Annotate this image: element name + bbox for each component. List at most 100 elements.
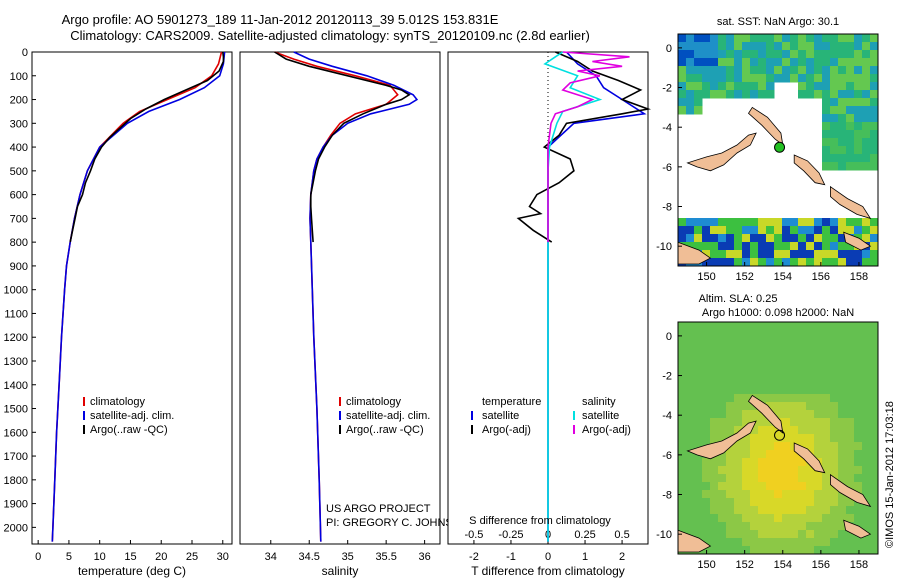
- temperature-difference-tick-label: 1: [582, 551, 588, 563]
- sst-cell: [830, 242, 839, 251]
- sla-cell: [694, 514, 703, 523]
- sla-cell: [846, 482, 855, 491]
- sla-cell: [718, 346, 727, 355]
- sst-cell: [710, 74, 719, 83]
- sla-cell: [726, 402, 735, 411]
- sst-cell: [726, 218, 735, 227]
- sst-cell: [726, 34, 735, 43]
- series-line-argo-raw-qc: [274, 51, 411, 243]
- sst-cell: [798, 234, 807, 243]
- difference-legend-temperature: temperature satellite Argo(-adj): [471, 396, 541, 436]
- sst-cell: [750, 218, 759, 227]
- sla-cell: [686, 530, 695, 539]
- sla-cell: [782, 466, 791, 475]
- sla-cell: [782, 322, 791, 331]
- sla-cell: [830, 346, 839, 355]
- sla-cell: [854, 354, 863, 363]
- sla-lat-label: 0: [666, 331, 672, 343]
- sla-cell: [694, 370, 703, 379]
- sla-cell: [686, 498, 695, 507]
- sla-cell: [774, 354, 783, 363]
- sla-cell: [846, 466, 855, 475]
- sst-cell: [694, 226, 703, 235]
- sla-cell: [734, 402, 743, 411]
- sla-cell: [814, 322, 823, 331]
- sst-cell: [742, 42, 751, 51]
- sla-cell: [790, 330, 799, 339]
- sst-cell: [814, 50, 823, 59]
- difference-panel: -2 -1 0 1 2 -0.5 -0.25 0 0.25 0.5 S difference f…: [447, 51, 652, 578]
- sla-cell: [806, 354, 815, 363]
- sla-cell: [822, 386, 831, 395]
- sla-cell: [734, 458, 743, 467]
- sst-cell: [782, 50, 791, 59]
- sla-cell: [838, 434, 847, 443]
- sst-cell: [854, 42, 863, 51]
- sla-cell: [774, 322, 783, 331]
- sla-cell: [854, 378, 863, 387]
- sla-cell: [726, 362, 735, 371]
- sst-cell: [814, 74, 823, 83]
- sla-cell: [718, 426, 727, 435]
- sla-cell: [830, 418, 839, 427]
- depth-tick-label: 1000: [4, 285, 28, 297]
- legend-label-climatology: climatology: [90, 396, 146, 408]
- sla-cell: [718, 514, 727, 523]
- sla-cell: [742, 530, 751, 539]
- sst-cell: [838, 114, 847, 123]
- sla-cell: [766, 546, 775, 555]
- sst-cell: [822, 234, 831, 243]
- sst-cell: [838, 138, 847, 147]
- sla-cell: [774, 522, 783, 531]
- sla-cell: [870, 378, 879, 387]
- sla-cell: [678, 498, 687, 507]
- sla-cell: [838, 370, 847, 379]
- sla-cell: [870, 530, 879, 539]
- sla-cell: [854, 330, 863, 339]
- sla-cell: [782, 546, 791, 555]
- sla-cell: [758, 322, 767, 331]
- sst-cell: [862, 130, 871, 139]
- sst-cell: [806, 242, 815, 251]
- sla-cell: [814, 346, 823, 355]
- sla-cell: [838, 330, 847, 339]
- sla-cell: [726, 346, 735, 355]
- sla-cell: [678, 450, 687, 459]
- legend-title-salinity: salinity: [582, 396, 616, 408]
- sla-cell: [870, 514, 879, 523]
- sst-cell: [718, 250, 727, 259]
- sla-cell: [750, 330, 759, 339]
- sla-cell: [838, 402, 847, 411]
- sst-cell: [854, 258, 863, 267]
- sst-cell: [758, 58, 767, 67]
- sst-cell: [742, 90, 751, 99]
- sla-cell: [830, 466, 839, 475]
- sst-cell: [806, 250, 815, 259]
- sla-cell: [862, 354, 871, 363]
- sst-cell: [798, 82, 807, 91]
- sla-cell: [766, 450, 775, 459]
- sst-cell: [686, 58, 695, 67]
- sst-cell: [774, 242, 783, 251]
- sst-cell: [862, 218, 871, 227]
- sst-cell: [750, 58, 759, 67]
- sla-cell: [822, 506, 831, 515]
- sst-cell: [758, 218, 767, 227]
- sla-cell: [774, 506, 783, 515]
- sst-map-panel: sat. SST: NaN Argo: 30.1 150 152 154 156 158…: [656, 16, 879, 283]
- sla-cell: [790, 394, 799, 403]
- sla-cell: [694, 394, 703, 403]
- sla-cell: [678, 386, 687, 395]
- depth-tick-label: 1300: [4, 356, 28, 368]
- sla-cell: [798, 338, 807, 347]
- sla-cell: [702, 402, 711, 411]
- sla-cell: [838, 530, 847, 539]
- sla-cell: [806, 410, 815, 419]
- sla-cell: [726, 410, 735, 419]
- sla-cell: [854, 410, 863, 419]
- sla-cell: [750, 514, 759, 523]
- sst-cell: [710, 82, 719, 91]
- sla-cell: [686, 370, 695, 379]
- sla-cell: [854, 394, 863, 403]
- sst-cell: [734, 218, 743, 227]
